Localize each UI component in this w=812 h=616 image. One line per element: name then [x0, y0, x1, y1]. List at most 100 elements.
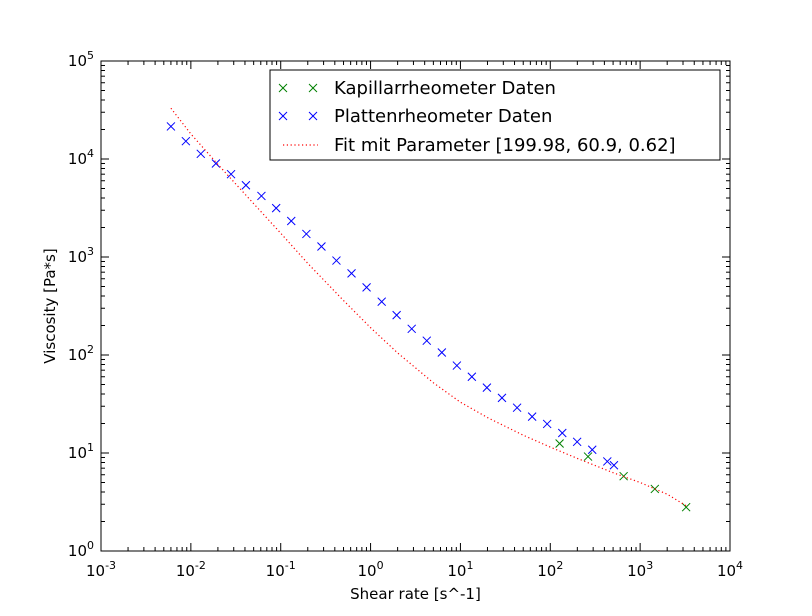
data-point-stroke-b — [392, 310, 401, 320]
data-point-stroke-b — [422, 336, 432, 346]
data-point — [572, 437, 582, 447]
plot-area-frame — [100, 60, 731, 552]
data-point-stroke-b — [362, 283, 371, 292]
data-point-stroke-b — [482, 383, 492, 392]
y-tick-label: 101 — [68, 441, 94, 462]
x-tick-label: 104 — [717, 559, 743, 580]
legend-swatch — [308, 83, 318, 93]
data-point — [332, 256, 341, 265]
legend-swatch — [278, 111, 288, 121]
data-point — [241, 180, 251, 190]
data-point — [392, 310, 401, 320]
legend-swatch — [308, 111, 318, 121]
x-tick-label: 10-1 — [266, 559, 296, 580]
data-point — [527, 412, 537, 421]
data-point-stroke-b — [467, 372, 477, 382]
data-point-stroke-b — [587, 445, 597, 455]
data-point — [583, 452, 593, 461]
data-point-stroke-b — [512, 403, 522, 413]
legend-box — [269, 69, 721, 161]
data-point — [482, 383, 492, 392]
y-tick-label: 105 — [68, 49, 94, 70]
y-tick-label: 104 — [68, 147, 94, 168]
x-tick-label: 103 — [627, 559, 653, 580]
data-point — [226, 169, 236, 179]
data-point-stroke-b — [609, 460, 619, 470]
x-tick-label: 100 — [358, 559, 384, 580]
series-1 — [166, 122, 619, 470]
legend-label: Plattenrheometer Daten — [334, 106, 552, 127]
data-point-stroke-b — [241, 180, 251, 190]
legend-swatch-stroke-b — [278, 111, 288, 121]
data-point-stroke-b — [286, 216, 296, 226]
legend-swatch — [278, 83, 288, 93]
data-point-stroke-b — [317, 242, 326, 251]
data-point-stroke-b — [557, 428, 567, 438]
data-point-stroke-b — [166, 122, 176, 131]
data-point — [166, 122, 176, 131]
data-point — [286, 216, 296, 226]
data-point-stroke-b — [407, 324, 417, 334]
data-point — [602, 457, 612, 466]
legend-label: Kapillarrheometer Daten — [334, 78, 556, 99]
data-point — [609, 460, 619, 470]
data-point — [557, 428, 567, 438]
data-point — [347, 269, 356, 278]
data-point-stroke-b — [583, 452, 593, 461]
data-point-stroke-b — [271, 203, 281, 213]
data-point — [587, 445, 597, 455]
data-point-stroke-b — [257, 191, 266, 201]
data-point-stroke-b — [542, 419, 552, 429]
data-point-stroke-b — [181, 136, 191, 146]
y-tick-label: 103 — [68, 245, 94, 266]
data-point — [681, 502, 691, 512]
data-point — [452, 361, 462, 370]
data-point-stroke-b — [437, 348, 447, 357]
data-point-stroke-b — [452, 361, 462, 370]
x-tick-label: 102 — [537, 559, 563, 580]
data-point-stroke-b — [302, 229, 311, 239]
series-0 — [555, 439, 691, 512]
legend-swatch-stroke-b — [278, 83, 288, 93]
data-point-stroke-b — [650, 484, 660, 494]
data-point — [555, 439, 564, 448]
data-point-stroke-b — [527, 412, 537, 421]
data-point — [362, 283, 371, 292]
data-point — [211, 159, 221, 168]
data-point-stroke-b — [555, 439, 564, 448]
data-point-stroke-b — [602, 457, 612, 466]
fit-line — [170, 107, 687, 507]
legend: Kapillarrheometer Daten Plattenrheometer … — [269, 69, 721, 161]
data-point — [302, 229, 311, 239]
data-point — [650, 484, 660, 494]
y-tick-label: 100 — [68, 539, 94, 560]
legend-swatch-stroke-b — [308, 111, 318, 121]
x-axis-label: Shear rate [s^-1] — [350, 585, 481, 603]
data-point — [257, 191, 266, 201]
data-point — [422, 336, 432, 346]
data-point-stroke-b — [226, 169, 236, 179]
data-point-stroke-b — [211, 159, 221, 168]
data-point-stroke-b — [681, 502, 691, 512]
x-tick-label: 10-2 — [176, 559, 206, 580]
data-point — [317, 242, 326, 251]
x-tick-label: 101 — [447, 559, 473, 580]
legend-label: Fit mit Parameter [199.98, 60.9, 0.62] — [334, 135, 676, 156]
data-point-stroke-b — [377, 297, 387, 307]
data-point — [512, 403, 522, 413]
series-2 — [170, 107, 687, 507]
y-axis-label: Viscosity [Pa*s] — [41, 248, 59, 363]
legend-swatch-stroke-b — [308, 83, 318, 93]
y-tick-label: 102 — [68, 343, 94, 364]
data-point — [377, 297, 387, 307]
data-point — [467, 372, 477, 382]
data-point-stroke-b — [572, 437, 582, 447]
x-tick-label: 10-3 — [86, 559, 116, 580]
data-point-stroke-b — [497, 393, 507, 403]
data-point — [271, 203, 281, 213]
data-point — [181, 136, 191, 146]
data-point-stroke-b — [332, 256, 341, 265]
data-point — [542, 419, 552, 429]
data-point-stroke-b — [196, 149, 206, 159]
